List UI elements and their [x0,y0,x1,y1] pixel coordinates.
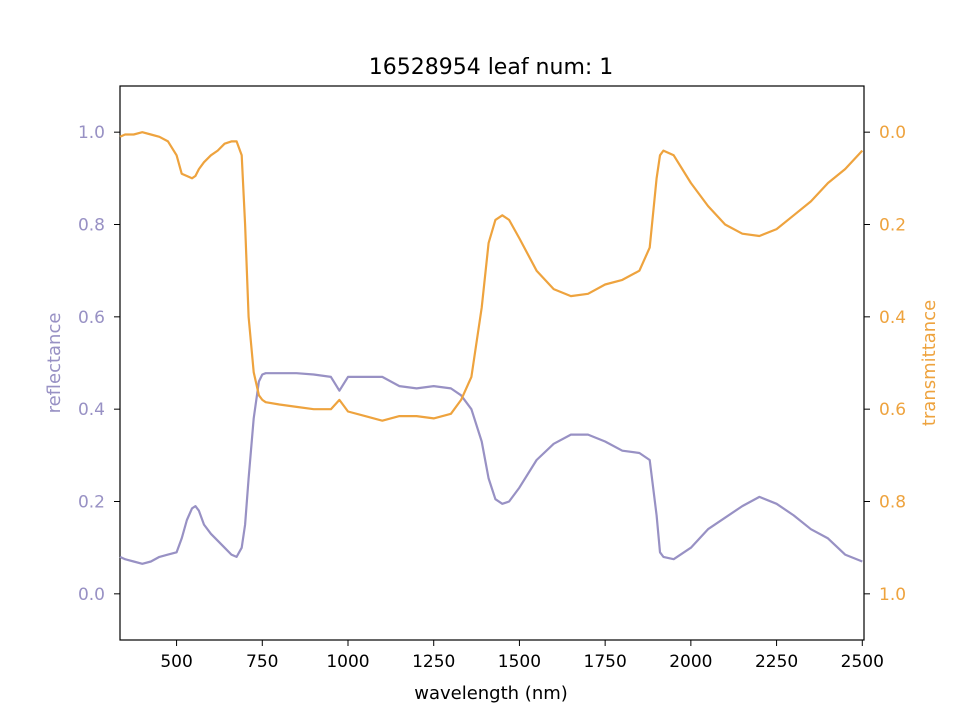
x-tick-label: 1500 [498,652,541,672]
right-y-tick-label: 0.4 [879,308,906,328]
series-layer [119,131,864,565]
x-axis-ticks: 500 750 1000 1250 1500 1750 2000 2250 2500 [160,640,884,672]
reflectance-series-line [119,372,863,565]
x-tick-label: 1000 [326,652,369,672]
right-y-axis-label: transmittance [919,300,940,426]
left-y-tick-label: 1.0 [78,123,105,143]
right-y-tick-label: 0.2 [879,216,906,236]
left-y-tick-label: 0.8 [78,216,105,236]
x-tick-label: 750 [246,652,278,672]
x-tick-label: 500 [160,652,192,672]
x-tick-label: 2250 [755,652,798,672]
left-y-tick-label: 0.4 [78,400,105,420]
right-y-tick-label: 0.6 [879,400,906,420]
left-y-tick-label: 0.2 [78,493,105,513]
transmittance-series-line [119,131,864,422]
x-tick-label: 1250 [412,652,455,672]
chart-title: 16528954 leaf num: 1 [369,55,614,80]
right-y-axis-ticks: 0.0 0.2 0.4 0.6 0.8 1.0 [864,123,906,605]
left-y-axis-label: reflectance [44,313,65,414]
x-tick-label: 2000 [669,652,712,672]
x-axis-label: wavelength (nm) [414,683,568,704]
x-tick-label: 1750 [584,652,627,672]
x-tick-label: 2500 [841,652,884,672]
left-y-tick-label: 0.6 [78,308,105,328]
right-y-tick-label: 0.0 [879,123,906,143]
plot-area-frame [119,85,865,641]
left-y-axis-ticks: 0.0 0.2 0.4 0.6 0.8 1.0 [78,123,120,605]
left-y-tick-label: 0.0 [78,585,105,605]
right-y-tick-label: 1.0 [879,585,906,605]
right-y-tick-label: 0.8 [879,493,906,513]
